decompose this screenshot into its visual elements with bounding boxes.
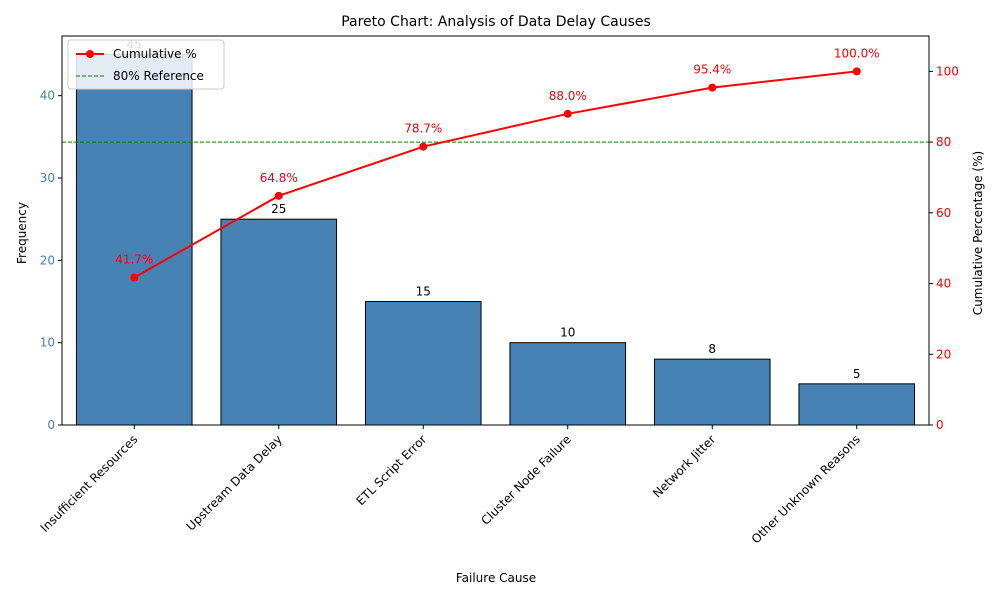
y-tick-label-left: 0 xyxy=(47,418,55,432)
x-axis-label: Failure Cause xyxy=(456,571,536,585)
cumulative-point xyxy=(563,109,572,118)
bar-value-label: 8 xyxy=(708,342,716,356)
bar xyxy=(364,301,482,426)
y-axis-label-right: Cumulative Percentage (%) xyxy=(971,151,985,315)
bar xyxy=(75,54,193,426)
y-tick-label-left: 40 xyxy=(40,89,55,103)
bar xyxy=(220,218,338,426)
bar xyxy=(509,342,627,426)
cumulative-point xyxy=(419,142,428,151)
bar-value-label: 15 xyxy=(416,285,431,299)
y-tick-label-right: 40 xyxy=(936,277,951,291)
cumulative-point xyxy=(852,67,861,76)
legend-marker-cumulative xyxy=(86,50,94,58)
bar-value-label: 10 xyxy=(560,326,575,340)
y-tick-label-left: 10 xyxy=(40,336,55,350)
y-tick-label-left: 30 xyxy=(40,171,55,185)
bar xyxy=(653,358,771,426)
y-tick-label-right: 60 xyxy=(936,206,951,220)
chart-title: Pareto Chart: Analysis of Data Delay Cau… xyxy=(341,14,651,30)
legend-box xyxy=(67,39,225,90)
cumulative-point xyxy=(274,191,283,200)
cumulative-label: 88.0% xyxy=(549,89,587,103)
y-axis-label-left: Frequency xyxy=(15,202,29,264)
y-tick-label-right: 20 xyxy=(936,347,951,361)
bar xyxy=(798,383,916,426)
cumulative-point xyxy=(130,273,139,282)
cumulative-label: 100.0% xyxy=(834,46,880,60)
bar-value-label: 5 xyxy=(853,367,861,381)
cumulative-point xyxy=(708,83,717,92)
cumulative-line xyxy=(133,70,857,279)
plot-area: 452515108541.7%64.8%78.7%88.0%95.4%100.0… xyxy=(38,35,959,546)
cumulative-label: 41.7% xyxy=(115,253,153,267)
legend-label-reference: 80% Reference xyxy=(113,69,204,83)
legend-label-cumulative: Cumulative % xyxy=(113,47,197,61)
y-tick-label-right: 0 xyxy=(936,418,944,432)
y-tick-label-right: 100 xyxy=(936,64,959,78)
cumulative-label: 95.4% xyxy=(693,63,731,77)
cumulative-label: 78.7% xyxy=(404,122,442,136)
legend: Cumulative % 80% Reference xyxy=(67,39,225,90)
plot-frame xyxy=(61,35,930,426)
bar-value-label: 25 xyxy=(271,202,286,216)
cumulative-label: 64.8% xyxy=(260,171,298,185)
y-tick-label-right: 80 xyxy=(936,135,951,149)
y-tick-label-left: 20 xyxy=(40,253,55,267)
